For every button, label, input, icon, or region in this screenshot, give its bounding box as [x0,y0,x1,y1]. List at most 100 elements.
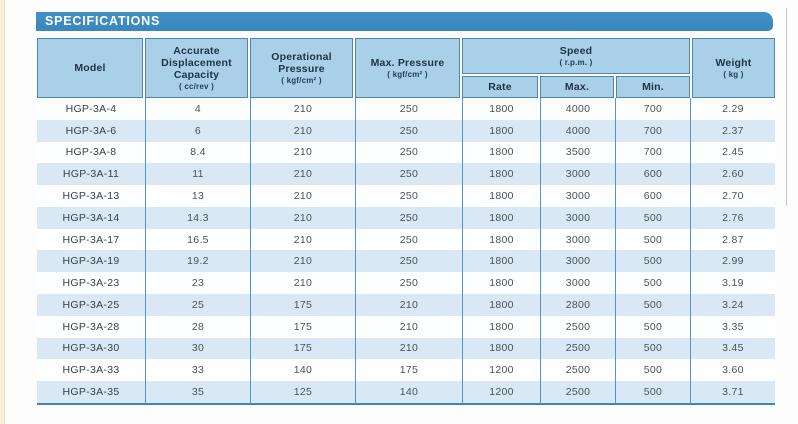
cell-max-pressure: 250 [355,141,462,164]
header-operational-pressure: Operational Pressure ( kgf/cm² ) [250,38,353,98]
cell-operational-pressure: 210 [250,272,355,295]
header-weight-unit: ( kg ) [723,70,744,80]
cell-weight: 3.60 [690,359,775,382]
cell-speed-rate: 1800 [462,315,540,338]
table-row: HGP-3A-35 35 125 140 1200 2500 500 3.71 [37,381,775,403]
cell-speed-min: 500 [615,337,690,360]
cell-operational-pressure: 210 [250,119,355,142]
table-row: HGP-3A-28 28 175 210 1800 2500 500 3.35 [37,315,775,338]
cell-speed-max: 2500 [540,381,615,403]
cell-operational-pressure: 175 [250,294,355,316]
table-row: HGP-3A-11 11 210 250 1800 3000 600 2.60 [37,163,775,186]
header-speed-unit: ( r.p.m. ) [559,58,593,68]
cell-speed-min: 600 [615,185,690,207]
cell-max-pressure: 250 [355,185,462,207]
table-row: HGP-3A-30 30 175 210 1800 2500 500 3.45 [37,337,775,360]
header-speed-group: Speed ( r.p.m. ) [462,38,690,74]
cell-speed-max: 3000 [540,206,615,229]
table-row: HGP-3A-13 13 210 250 1800 3000 600 2.70 [37,185,775,207]
cell-displacement-capacity: 19.2 [145,250,250,273]
cell-max-pressure: 140 [355,381,462,403]
cell-speed-min: 500 [615,228,690,251]
cell-max-pressure: 210 [355,337,462,360]
cell-speed-min: 500 [615,250,690,273]
cell-speed-rate: 1800 [462,119,540,142]
cell-weight: 3.19 [690,272,775,295]
cell-model: HGP-3A-8 [65,146,117,159]
header-displacement-capacity: Accurate Displacement Capacity ( cc/rev … [145,38,248,98]
header-speed-min-label: Min. [642,80,664,93]
cell-speed-max: 3500 [540,141,615,164]
cell-speed-min: 500 [615,381,690,403]
cell-speed-rate: 1800 [462,272,540,295]
cell-weight: 3.24 [690,294,775,316]
cell-model: HGP-3A-11 [62,168,120,181]
cell-speed-max: 2800 [540,294,615,316]
table-row: HGP-3A-25 25 175 210 1800 2800 500 3.24 [37,294,775,316]
table-row: HGP-3A-8 8.4 210 250 1800 3500 700 2.45 [37,141,775,164]
cell-speed-rate: 1800 [462,294,540,316]
header-capacity-unit: ( cc/rev ) [179,82,214,92]
cell-speed-rate: 1800 [462,141,540,164]
header-weight: Weight ( kg ) [692,38,775,98]
cell-operational-pressure: 125 [250,381,355,403]
cell-max-pressure: 250 [355,119,462,142]
cell-operational-pressure: 210 [250,228,355,251]
cell-model: HGP-3A-14 [62,211,120,224]
cell-speed-min: 500 [615,294,690,316]
header-model-label: Model [74,61,106,74]
cell-weight: 2.70 [690,185,775,207]
cell-operational-pressure: 210 [250,98,355,120]
cell-speed-min: 500 [615,206,690,229]
cell-speed-min: 500 [615,315,690,338]
cell-max-pressure: 210 [355,294,462,316]
cell-max-pressure: 175 [355,359,462,382]
cell-speed-min: 700 [615,119,690,142]
cell-model: HGP-3A-25 [62,298,120,311]
cell-model: HGP-3A-23 [62,277,120,290]
cell-weight: 3.35 [690,315,775,338]
cell-model: HGP-3A-17 [62,233,120,246]
cell-displacement-capacity: 35 [145,381,250,403]
table-row: HGP-3A-6 6 210 250 1800 4000 700 2.37 [37,119,775,142]
cell-speed-max: 3000 [540,163,615,186]
cell-displacement-capacity: 4 [145,98,250,120]
cell-weight: 2.37 [690,119,775,142]
table-row: HGP-3A-23 23 210 250 1800 3000 500 3.19 [37,272,775,295]
cell-speed-rate: 1800 [462,163,540,186]
cell-speed-max: 3000 [540,272,615,295]
cell-model: HGP-3A-6 [65,124,117,137]
header-speed-rate-label: Rate [488,80,512,93]
cell-weight: 3.45 [690,337,775,360]
cell-speed-max: 3000 [540,185,615,207]
cell-speed-max: 4000 [540,119,615,142]
header-speed-rate: Rate [462,76,538,98]
header-capacity-label: Accurate Displacement Capacity [161,44,232,82]
header-max-pressure-label: Max. Pressure [370,56,445,69]
page-left-edge [0,0,5,424]
cell-model: HGP-3A-33 [62,364,120,377]
table-row: HGP-3A-14 14.3 210 250 1800 3000 500 2.7… [37,206,775,229]
cell-model: HGP-3A-30 [62,342,120,355]
header-operational-pressure-label: Operational Pressure [271,50,332,75]
cell-speed-min: 700 [615,141,690,164]
cell-operational-pressure: 210 [250,250,355,273]
page-fold-line [786,8,787,206]
header-speed-min: Min. [616,76,690,98]
cell-speed-rate: 1800 [462,337,540,360]
cell-speed-rate: 1800 [462,98,540,120]
cell-operational-pressure: 210 [250,185,355,207]
cell-speed-rate: 1800 [462,185,540,207]
cell-displacement-capacity: 11 [145,163,250,186]
cell-operational-pressure: 210 [250,206,355,229]
cell-max-pressure: 250 [355,206,462,229]
cell-operational-pressure: 175 [250,337,355,360]
cell-speed-max: 4000 [540,98,615,120]
specifications-table: Model Accurate Displacement Capacity ( c… [37,38,775,405]
cell-weight: 2.29 [690,98,775,120]
cell-model: HGP-3A-35 [62,386,120,399]
table-row: HGP-3A-17 16.5 210 250 1800 3000 500 2.8… [37,228,775,251]
cell-max-pressure: 250 [355,163,462,186]
cell-speed-max: 2500 [540,337,615,360]
cell-displacement-capacity: 8.4 [145,141,250,164]
